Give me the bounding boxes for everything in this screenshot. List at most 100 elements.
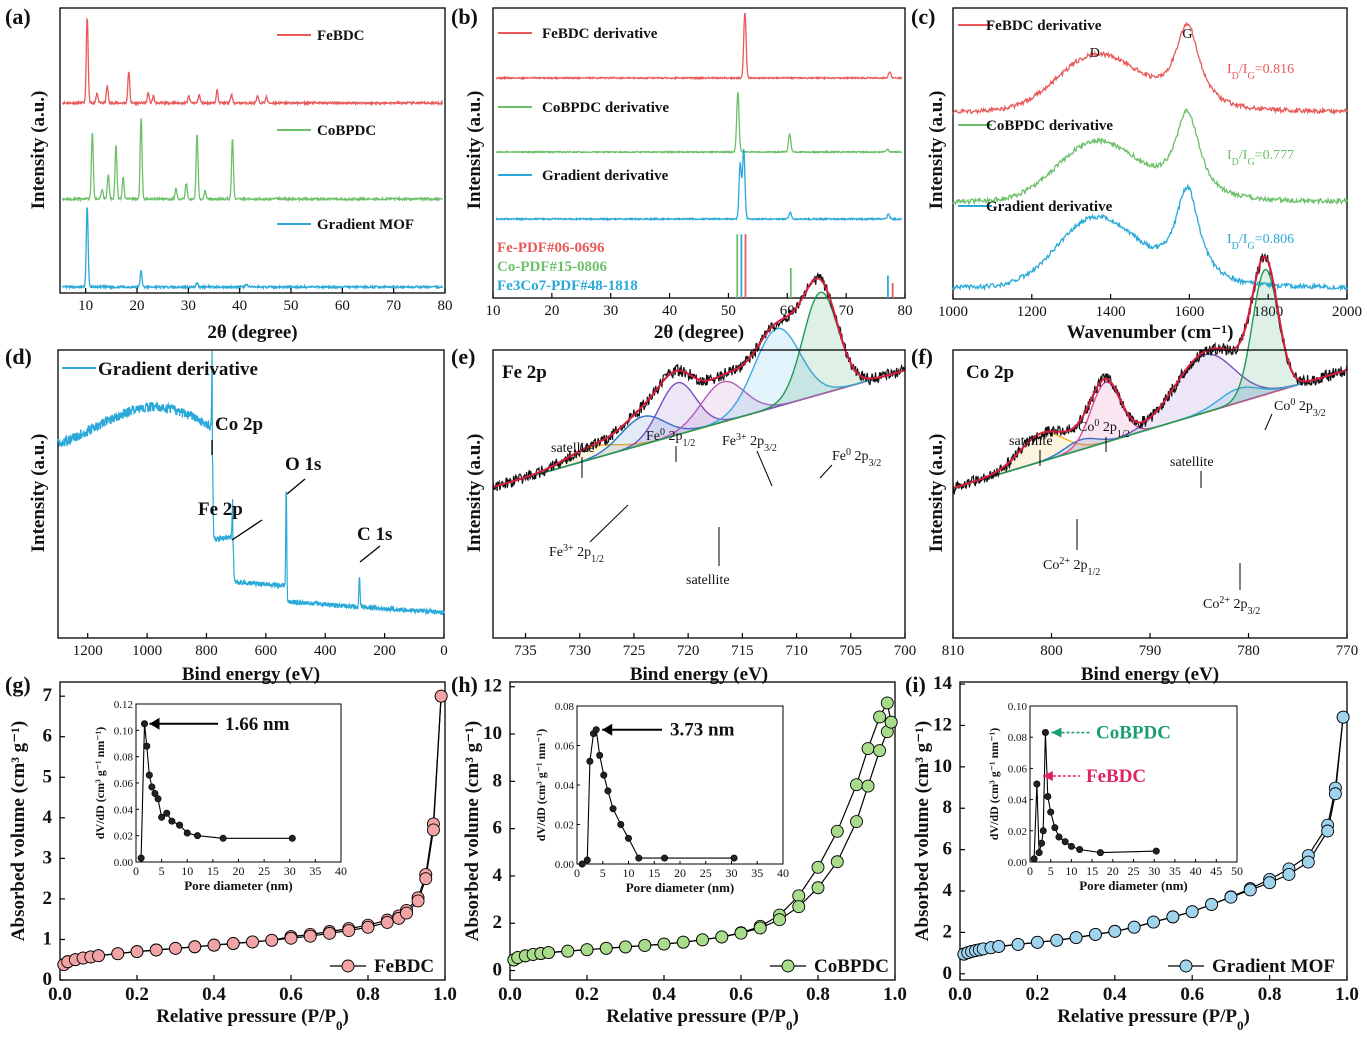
inset-point — [1044, 792, 1052, 800]
inset-x-tick-label: 25 — [1128, 864, 1140, 878]
plot-frame — [492, 7, 906, 299]
inset-y-tick-label: 0.00 — [555, 859, 575, 871]
panel-f: 810 800 790 780 770 (f) Co 2p satellite Co2+ 2p1… — [911, 253, 1358, 685]
inset-x-tick-label: 10 — [181, 864, 193, 878]
adsorption-point — [1011, 937, 1025, 951]
x-tick-label: 715 — [731, 643, 754, 659]
y-tick-label: 0 — [43, 969, 53, 990]
x-tick-label: 0.6 — [279, 984, 303, 1005]
x-tick-label: 720 — [677, 643, 700, 659]
desorption-point — [850, 778, 863, 792]
adsorption-point — [1050, 933, 1064, 947]
adsorption-point — [246, 935, 259, 949]
legend-marker — [341, 959, 355, 973]
y-tick-label: 0 — [493, 960, 503, 981]
x-tick-label: 710 — [785, 643, 808, 659]
x-axis-label: Bind energy (eV) — [182, 664, 320, 685]
y-tick-label: 4 — [43, 807, 53, 828]
y-tick-label: 6 — [43, 726, 53, 747]
panel-label: (c) — [911, 4, 935, 29]
plot-frame — [509, 681, 896, 981]
y-tick-label: 12 — [483, 676, 502, 697]
adsorption-point — [419, 872, 433, 886]
y-tick-label: 10 — [933, 756, 952, 777]
adsorption-point — [696, 933, 709, 947]
desorption-point — [792, 889, 806, 903]
component-label: Co0 2p1/2 — [1078, 418, 1130, 440]
x-tick-label: 735 — [514, 643, 537, 659]
x-tick-label: 1200 — [73, 643, 103, 659]
inset-point — [617, 820, 625, 828]
x-axis-label: Relative pressure (P/P0) — [606, 1006, 799, 1033]
panel-label: (g) — [5, 672, 31, 697]
y-tick-label: 1 — [43, 928, 53, 949]
inset-y-tick-label: 0.12 — [114, 699, 133, 711]
label-pointer — [1264, 413, 1273, 431]
legend-label: Gradient derivative — [98, 359, 258, 380]
peak-pointer — [231, 519, 263, 541]
pore-label-febdc: FeBDC — [1086, 766, 1146, 787]
inset-point — [1067, 842, 1075, 850]
adsorption-point — [773, 913, 786, 927]
adsorption-point — [1088, 928, 1102, 941]
legend-label: CoBPDC derivative — [542, 100, 669, 116]
adsorption-point — [361, 920, 375, 934]
x-tick-label: 1400 — [1096, 304, 1126, 320]
y-axis-label: Intensity (a.u.) — [464, 91, 485, 210]
inset-point — [596, 751, 604, 759]
legend-label: FeBDC — [374, 956, 434, 977]
panel-label: (d) — [5, 344, 32, 369]
x-tick-label: 730 — [568, 643, 591, 659]
inset-y-tick-label: 0.08 — [114, 752, 134, 764]
inset-x-tick-label: 15 — [648, 866, 660, 880]
inset-point — [1152, 847, 1160, 855]
component-label: satellite — [1009, 434, 1053, 449]
series-line — [495, 12, 903, 81]
x-tick-label: 600 — [255, 643, 278, 659]
inset-line — [581, 728, 735, 865]
inset-x-tick-label: 0 — [1027, 864, 1033, 878]
component-label: Fe0 2p3/2 — [832, 447, 881, 469]
y-tick-label: 0 — [943, 963, 953, 984]
series-line — [61, 207, 444, 291]
desorption-point — [880, 696, 894, 710]
x-tick-label: 20 — [544, 303, 559, 319]
x-tick-label: 1000 — [938, 304, 968, 320]
component-label: Co2+ 2p1/2 — [1043, 556, 1100, 578]
legend-label: CoBPDC — [814, 956, 889, 977]
inset-point — [1047, 808, 1055, 816]
legend-label: Gradient MOF — [317, 217, 414, 233]
y-axis-label: Intensity (a.u.) — [926, 434, 947, 553]
series-line — [952, 21, 1348, 116]
plot-frame — [59, 681, 446, 981]
fit-envelope — [492, 277, 906, 488]
adsorption-point — [850, 815, 863, 828]
adsorption-point — [830, 855, 844, 869]
inset-y-tick-label: 0.06 — [555, 741, 575, 753]
y-tick-label: 4 — [493, 865, 503, 886]
inset-point — [176, 821, 184, 829]
x-tick-label: 10 — [78, 298, 93, 314]
inset-x-tick-label: 40 — [777, 866, 789, 880]
y-axis-label: Intensity (a.u.) — [28, 434, 49, 553]
x-tick-label: 800 — [195, 643, 218, 659]
adsorption-point — [434, 689, 448, 703]
inset-x-tick-label: 5 — [600, 866, 606, 880]
component-label: Fe3+ 2p3/2 — [722, 432, 777, 454]
x-tick-label: 70 — [386, 298, 401, 314]
inset-point — [1035, 849, 1043, 857]
inset-point — [163, 809, 171, 817]
component-fill — [953, 269, 1347, 488]
legend-label: FeBDC — [317, 28, 365, 44]
inset-x-tick-label: 5 — [159, 864, 165, 878]
peak-pointer — [286, 478, 306, 495]
series-line — [61, 17, 444, 107]
inset-x-tick-label: 15 — [207, 864, 219, 878]
inset-point — [624, 834, 632, 842]
inset-point — [148, 783, 156, 791]
desorption-point — [830, 824, 844, 838]
y-axis-label: Intensity (a.u.) — [926, 91, 947, 210]
panel-label: (b) — [451, 4, 478, 29]
inset-y-tick-label: 0.02 — [555, 820, 574, 832]
